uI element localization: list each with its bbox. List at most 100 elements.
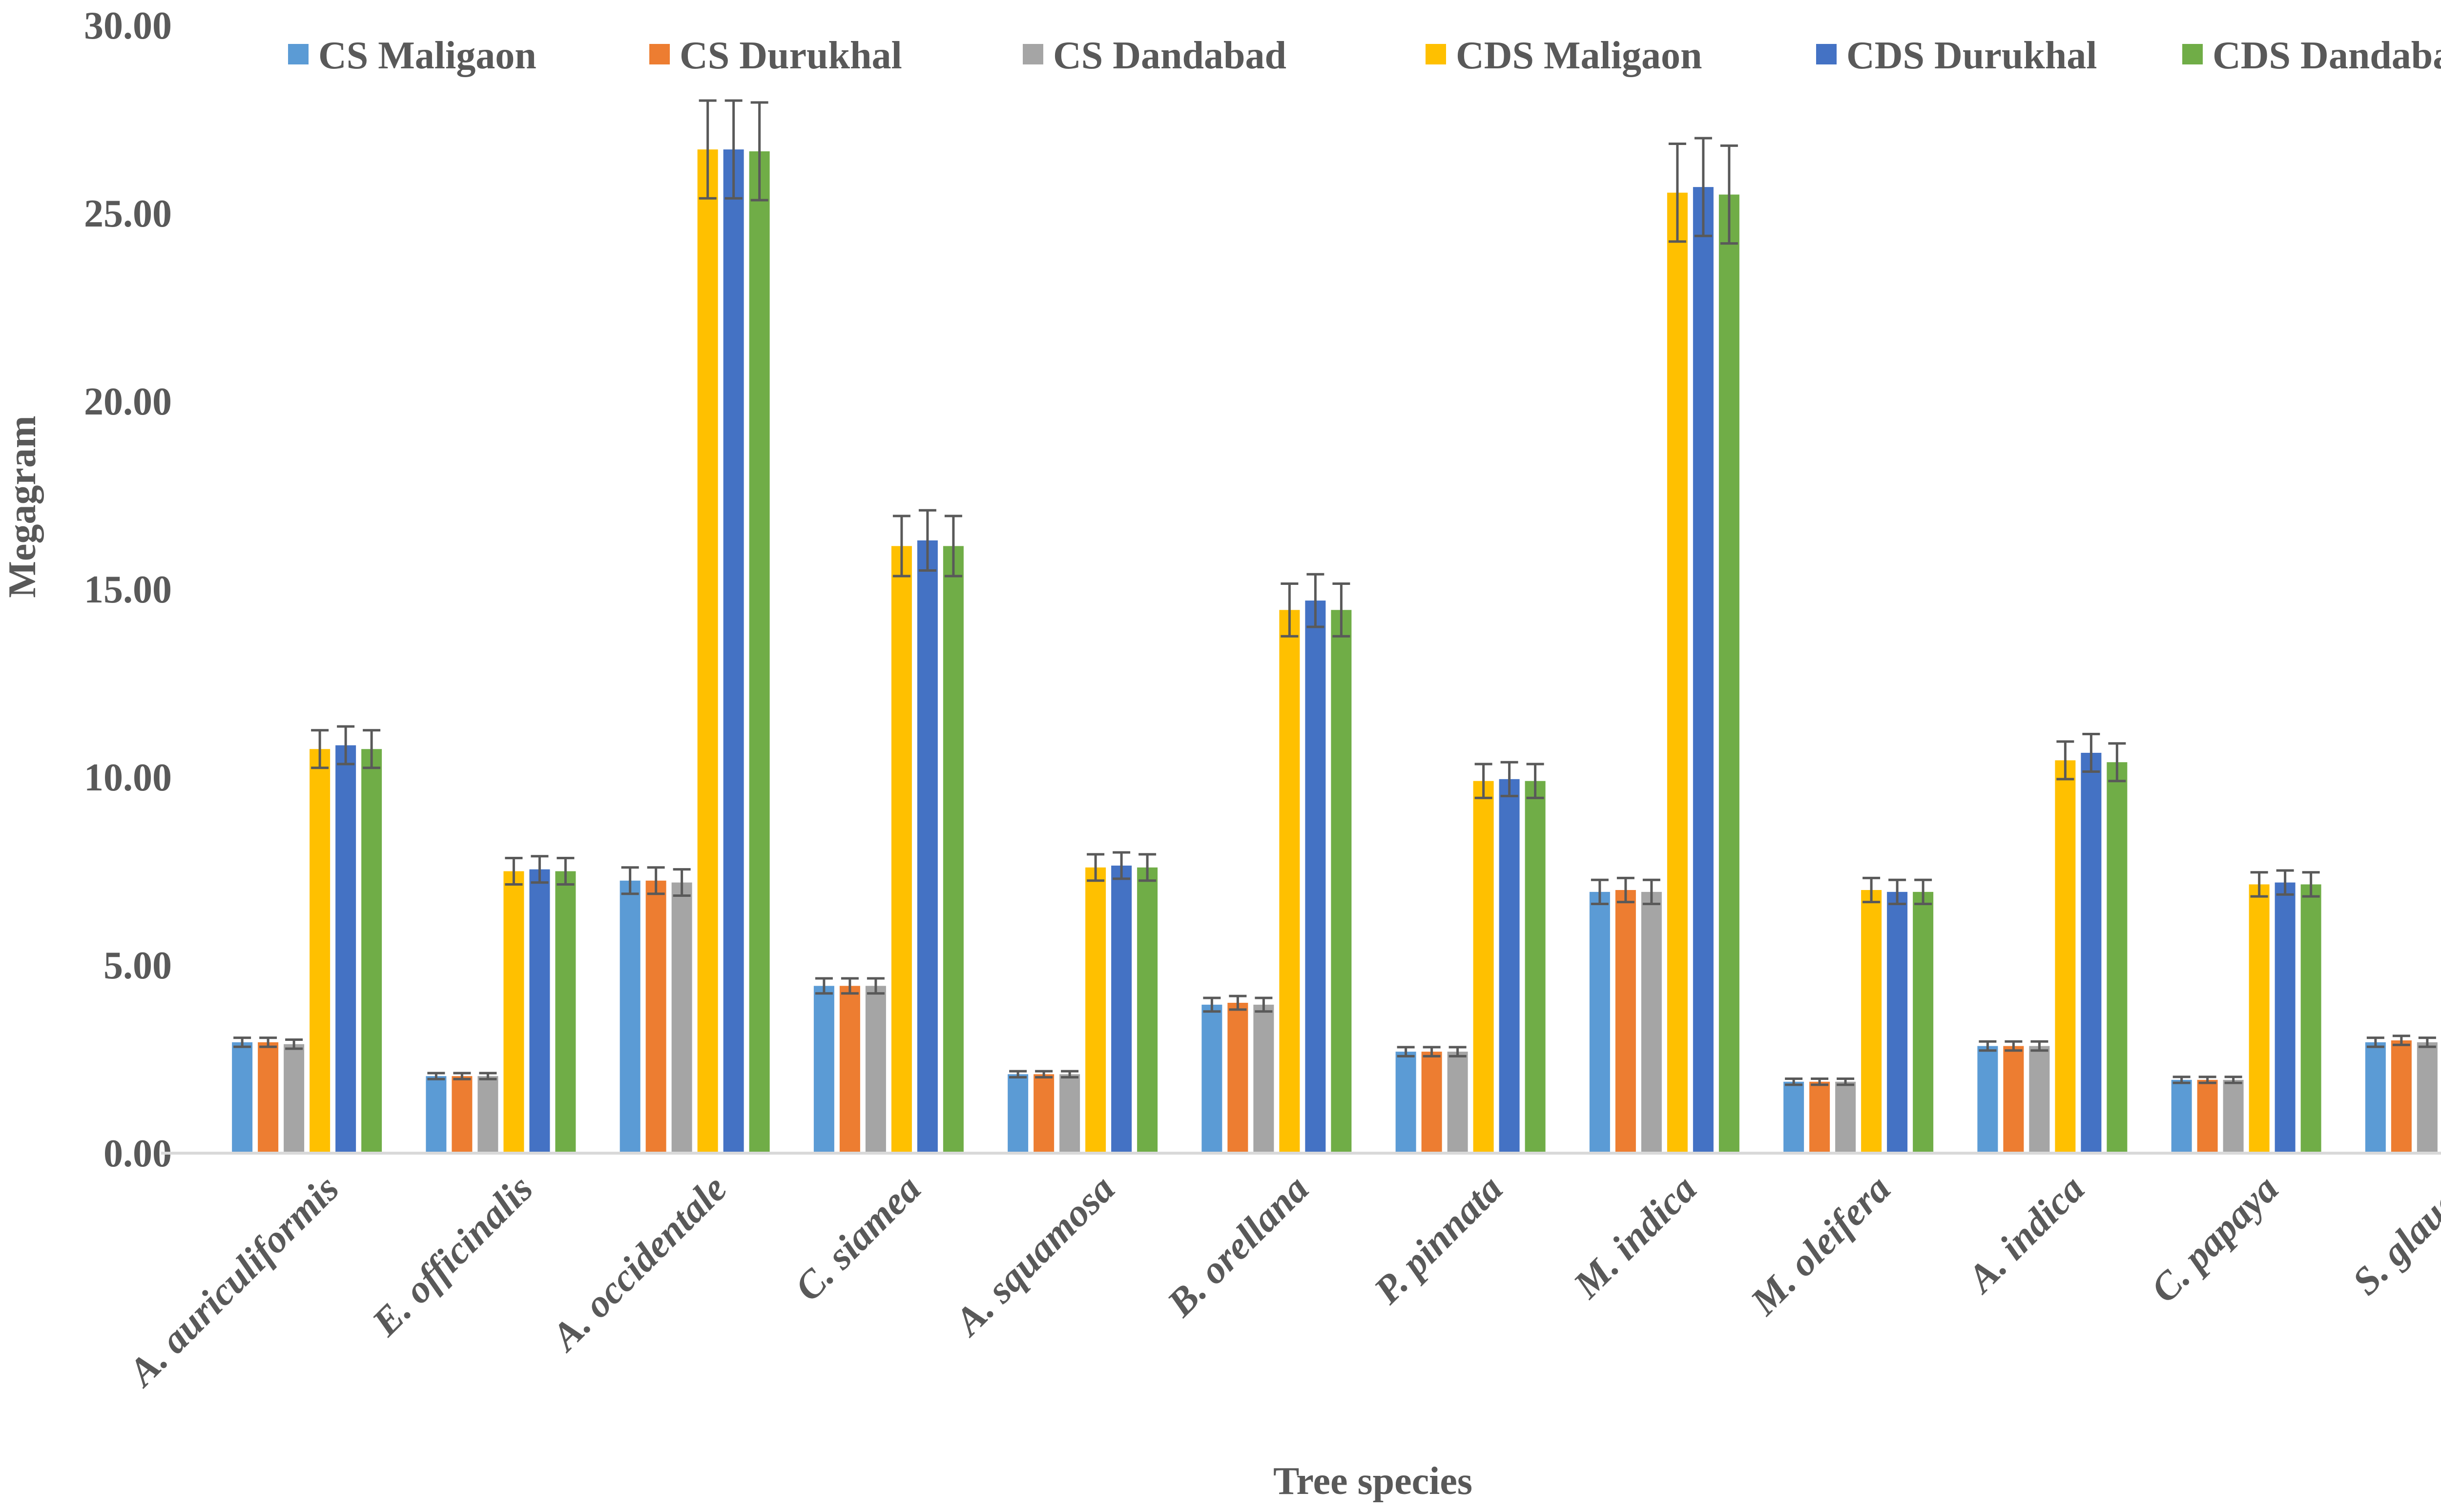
bar [1111, 865, 1132, 1153]
bar [2365, 1042, 2386, 1153]
bar [232, 1042, 253, 1153]
bar [1693, 187, 1714, 1154]
bar [1421, 1052, 1442, 1153]
category-label: A. squamosa [945, 1167, 1123, 1345]
y-tick-label: 10.00 [84, 756, 172, 799]
bar [1718, 194, 1739, 1153]
bar [697, 149, 718, 1153]
bar [2081, 752, 2102, 1153]
bar [1525, 781, 1546, 1153]
legend-swatch [1426, 44, 1446, 64]
legend: CS Maligaon CS Durukhal CS Dandabad CDS Mal… [288, 34, 2441, 77]
bar [620, 880, 641, 1153]
bar [2029, 1046, 2050, 1153]
bar [891, 546, 912, 1153]
bar [1059, 1074, 1080, 1153]
y-tick-label: 5.00 [103, 944, 172, 987]
bar [1667, 192, 1688, 1153]
bar [943, 546, 964, 1153]
bar [2275, 882, 2296, 1153]
bar [284, 1044, 305, 1153]
category-label: E. officinalis [364, 1167, 541, 1345]
y-tick-label: 25.00 [84, 192, 172, 235]
legend-swatch [1023, 44, 1043, 64]
y-tick-label: 20.00 [84, 380, 172, 423]
y-axis-ticks: 0.00 5.00 10.00 15.00 20.00 25.00 30.00 [84, 4, 172, 1175]
category-label: B. orellana [1159, 1167, 1317, 1326]
legend-label: CDS Maligaon [1456, 34, 1702, 77]
legend-swatch [2182, 44, 2203, 64]
bar [1227, 1003, 1248, 1153]
bar [361, 749, 382, 1153]
bar [749, 151, 770, 1154]
bar [1499, 779, 1520, 1153]
category-label: S. glauca [2344, 1167, 2441, 1304]
category-label: A. occidentale [542, 1167, 735, 1361]
legend-label: CDS Dandabad [2213, 34, 2441, 77]
y-tick-label: 15.00 [84, 568, 172, 611]
bar [503, 871, 524, 1153]
bar [1615, 890, 1636, 1153]
legend-swatch [288, 44, 309, 64]
bar [1887, 891, 1908, 1153]
bar [477, 1076, 498, 1153]
y-axis-title: Megagram [1, 415, 44, 598]
bar [1835, 1081, 1856, 1153]
legend-swatch [1816, 44, 1837, 64]
bar [1137, 867, 1158, 1153]
error-bar-group [233, 99, 2436, 1086]
bar [335, 745, 356, 1153]
bar [1201, 1004, 1222, 1153]
bar [1395, 1052, 1416, 1153]
bar [1861, 890, 1882, 1153]
bar [1085, 867, 1106, 1153]
bar [1034, 1074, 1055, 1153]
category-label: P. pinnata [1365, 1167, 1511, 1313]
bar [2197, 1079, 2218, 1153]
bar [2107, 762, 2128, 1153]
bar [2223, 1079, 2244, 1153]
bar [1473, 781, 1494, 1153]
bar [426, 1076, 447, 1153]
bar [1913, 891, 1934, 1153]
category-label: C. siamea [786, 1167, 929, 1310]
bar [452, 1076, 473, 1153]
category-labels: A. auriculiformis E. officinalis A. occide… [119, 1167, 2441, 1396]
bar [1447, 1052, 1468, 1153]
bar [1331, 610, 1352, 1153]
bar [2300, 884, 2321, 1153]
bar [1783, 1081, 1804, 1153]
bar [645, 880, 666, 1153]
bar [839, 986, 860, 1153]
bar [1641, 891, 1662, 1153]
bar [555, 871, 576, 1153]
bar [1008, 1074, 1029, 1153]
category-label: M. indica [1565, 1167, 1705, 1307]
bar-series-group [232, 149, 2438, 1154]
bar [2249, 884, 2270, 1153]
legend-label: CS Maligaon [318, 34, 537, 77]
category-label: A. indica [1958, 1167, 2092, 1302]
bar [1977, 1046, 1998, 1153]
legend-swatch [649, 44, 670, 64]
bar [2417, 1042, 2438, 1153]
bar [1279, 610, 1300, 1153]
bar [1305, 601, 1326, 1153]
bar [2391, 1040, 2412, 1153]
bar [917, 540, 938, 1153]
category-label: M. oleifera [1742, 1167, 1899, 1324]
category-label: A. auriculiformis [119, 1167, 347, 1396]
bar [529, 869, 550, 1153]
bar [1253, 1004, 1274, 1153]
bar [2055, 760, 2076, 1153]
legend-label: CDS Durukhal [1846, 34, 2097, 77]
legend-label: CS Dandabad [1053, 34, 1286, 77]
bar [2171, 1079, 2192, 1153]
bar [258, 1042, 279, 1153]
y-axis-title-group: Megagram [1, 415, 44, 598]
bar [1809, 1081, 1830, 1153]
legend-label: CS Durukhal [680, 34, 902, 77]
y-tick-label: 30.00 [84, 4, 172, 47]
